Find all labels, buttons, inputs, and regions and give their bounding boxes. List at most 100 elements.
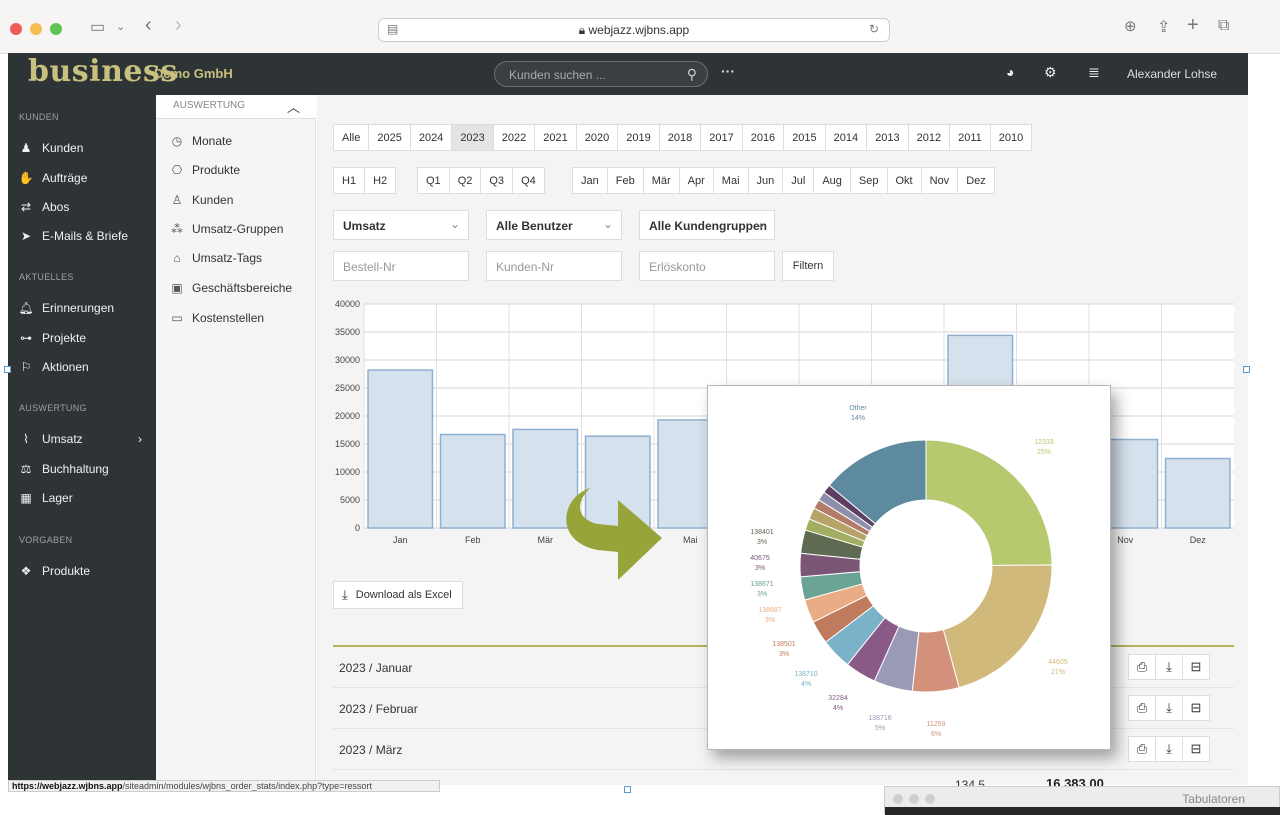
search-icon[interactable]: ⚲: [686, 66, 697, 82]
quarter-button-q2[interactable]: Q2: [448, 167, 482, 194]
year-button-alle[interactable]: Alle: [333, 124, 370, 151]
sidebar-item-aktionen[interactable]: ⚐ Aktionen: [18, 360, 148, 374]
month-button-sep[interactable]: Sep: [849, 167, 888, 194]
month-button-feb[interactable]: Feb: [606, 167, 644, 194]
archive-icon[interactable]: ⊟: [1182, 736, 1210, 762]
new-tab-icon[interactable]: +: [1187, 14, 1199, 36]
user-name[interactable]: Alexander Lohse: [1127, 67, 1218, 81]
year-button-2011[interactable]: 2011: [949, 124, 991, 151]
year-button-2025[interactable]: 2025: [368, 124, 411, 151]
download-excel-button[interactable]: ⤓ Download als Excel: [333, 581, 463, 609]
bestell-nr-input[interactable]: Bestell-Nr: [333, 251, 469, 281]
year-button-2021[interactable]: 2021: [534, 124, 577, 151]
year-button-2015[interactable]: 2015: [783, 124, 826, 151]
half-button-h2[interactable]: H2: [364, 167, 397, 194]
month-button-mai[interactable]: Mai: [712, 167, 749, 194]
archive-icon[interactable]: ⊟: [1182, 695, 1210, 721]
submenu-item-geschaeftsbereiche[interactable]: ▣ Geschäftsbereiche: [170, 281, 292, 295]
minimize-window-button[interactable]: [30, 23, 42, 35]
submenu-header[interactable]: AUSWERTUNG ︿: [156, 95, 316, 119]
erloeskonto-input[interactable]: Erlöskonto: [639, 251, 775, 281]
zoom-window-button[interactable]: [925, 794, 935, 804]
minimize-window-button[interactable]: [909, 794, 919, 804]
year-button-2023[interactable]: 2023: [451, 124, 494, 151]
month-button-aug[interactable]: Aug: [813, 167, 851, 194]
half-button-h1[interactable]: H1: [333, 167, 366, 194]
month-button-jul[interactable]: Jul: [782, 167, 815, 194]
sidebar-item-umsatz[interactable]: ⌇ Umsatz ›: [18, 432, 148, 446]
settings-icon[interactable]: ⚙: [1044, 64, 1057, 80]
month-button-apr[interactable]: Apr: [678, 167, 714, 194]
dashboard-icon[interactable]: ◕: [1006, 64, 1015, 80]
database-icon[interactable]: ≣: [1088, 64, 1100, 80]
quarter-button-q3[interactable]: Q3: [480, 167, 514, 194]
selection-handle[interactable]: [1243, 366, 1250, 373]
month-button-mär[interactable]: Mär: [642, 167, 680, 194]
month-button-jun[interactable]: Jun: [747, 167, 784, 194]
share-icon[interactable]: ⇪: [1157, 19, 1171, 36]
table-row[interactable]: 2023 / Februar ⎙ ⤓ ⊟: [333, 688, 1234, 729]
chevron-up-icon[interactable]: ︿: [286, 100, 300, 115]
print-icon[interactable]: ⎙: [1128, 736, 1156, 762]
year-button-2010[interactable]: 2010: [989, 124, 1033, 151]
reload-icon[interactable]: ↻: [868, 22, 879, 36]
month-button-dez[interactable]: Dez: [957, 167, 995, 194]
year-button-2016[interactable]: 2016: [741, 124, 785, 151]
close-window-button[interactable]: [893, 794, 903, 804]
sidebar-item-kunden[interactable]: ♟ Kunden: [18, 141, 148, 155]
year-button-2019[interactable]: 2019: [617, 124, 660, 151]
year-button-2014[interactable]: 2014: [824, 124, 868, 151]
sidebar-item-erinnerungen[interactable]: 🔔︎ Erinnerungen: [18, 301, 148, 315]
sidebar-item-abos[interactable]: ⇄ Abos: [18, 200, 148, 214]
print-icon[interactable]: ⎙: [1128, 654, 1156, 680]
logo[interactable]: business: [28, 54, 178, 89]
sidebar-item-buchhaltung[interactable]: ⚖ Buchhaltung: [18, 462, 148, 476]
benutzer-select[interactable]: Alle Benutzer ⌄: [486, 210, 622, 240]
table-row[interactable]: 2023 / März ⎙ ⤓ ⊟: [333, 729, 1234, 770]
selection-handle[interactable]: [4, 366, 11, 373]
download-icon[interactable]: ⊕: [1124, 18, 1137, 35]
year-button-2024[interactable]: 2024: [409, 124, 453, 151]
address-bar[interactable]: ▤ 🔒︎ webjazz.wjbns.app ↻: [378, 18, 890, 42]
submenu-item-produkte[interactable]: ⎔ Produkte: [170, 163, 240, 177]
year-button-2012[interactable]: 2012: [907, 124, 951, 151]
quarter-button-q1[interactable]: Q1: [417, 167, 450, 194]
year-button-2017[interactable]: 2017: [700, 124, 743, 151]
year-button-2020[interactable]: 2020: [575, 124, 619, 151]
archive-icon[interactable]: ⊟: [1182, 654, 1210, 680]
submenu-item-kunden[interactable]: ♙ Kunden: [170, 193, 234, 207]
month-button-okt[interactable]: Okt: [886, 167, 922, 194]
kundengruppen-select[interactable]: Alle Kundengruppen ⌄: [639, 210, 775, 240]
more-menu-button[interactable]: ···: [721, 63, 735, 79]
zoom-window-button[interactable]: [50, 23, 62, 35]
download-icon[interactable]: ⤓: [1155, 736, 1183, 762]
umsatz-select[interactable]: Umsatz ⌄: [333, 210, 469, 240]
search-input[interactable]: Kunden suchen ...: [509, 68, 606, 82]
forward-icon[interactable]: ›: [175, 14, 182, 36]
sidebar-toggle-icon[interactable]: ▭: [90, 19, 106, 36]
sidebar-item-produkte[interactable]: ❖ Produkte: [18, 564, 148, 578]
month-button-jan[interactable]: Jan: [572, 167, 608, 194]
sidebar-item-projekte[interactable]: ⊶ Projekte: [18, 331, 148, 345]
customer-search[interactable]: Kunden suchen ... ⚲: [494, 61, 708, 87]
submenu-item-monate[interactable]: ◷ Monate: [170, 134, 232, 148]
tabulatoren-window[interactable]: Tabulatoren: [884, 786, 1280, 815]
print-icon[interactable]: ⎙: [1128, 695, 1156, 721]
year-button-2022[interactable]: 2022: [492, 124, 536, 151]
selection-handle[interactable]: [624, 786, 631, 793]
month-button-nov[interactable]: Nov: [920, 167, 959, 194]
close-window-button[interactable]: [10, 23, 22, 35]
kunden-nr-input[interactable]: Kunden-Nr: [486, 251, 622, 281]
download-icon[interactable]: ⤓: [1155, 695, 1183, 721]
filter-button[interactable]: Filtern: [782, 251, 834, 281]
year-button-2018[interactable]: 2018: [658, 124, 702, 151]
tab-overview-icon[interactable]: ⧉: [1218, 17, 1230, 34]
submenu-item-umsatz-gruppen[interactable]: ⁂ Umsatz-Gruppen: [170, 222, 283, 236]
sidebar-item-lager[interactable]: ▦ Lager: [18, 491, 148, 505]
year-button-2013[interactable]: 2013: [866, 124, 909, 151]
submenu-item-kostenstellen[interactable]: ▭ Kostenstellen: [170, 311, 264, 325]
sidebar-item-emails[interactable]: ➤ E-Mails & Briefe: [18, 229, 148, 243]
quarter-button-q4[interactable]: Q4: [512, 167, 545, 194]
sidebar-item-auftraege[interactable]: ✋ Aufträge: [18, 171, 148, 185]
download-icon[interactable]: ⤓: [1155, 654, 1183, 680]
